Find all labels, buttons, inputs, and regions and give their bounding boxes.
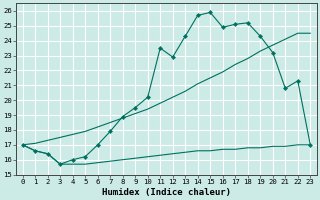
- X-axis label: Humidex (Indice chaleur): Humidex (Indice chaleur): [102, 188, 231, 197]
